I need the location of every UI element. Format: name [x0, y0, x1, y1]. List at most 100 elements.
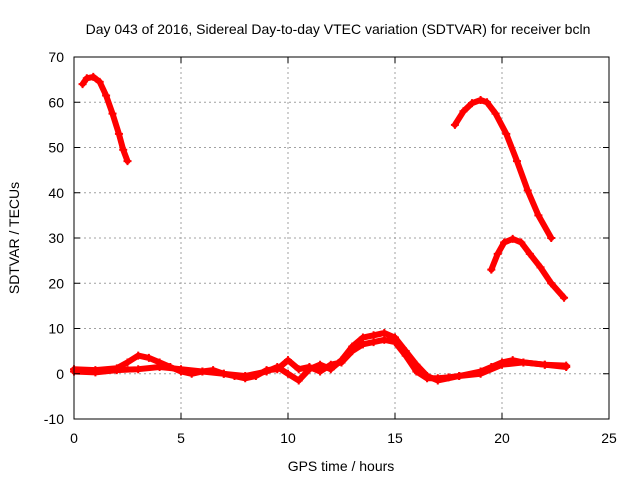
data-point: [284, 356, 292, 365]
data-point: [562, 362, 571, 371]
x-tick-label: 20: [494, 430, 510, 446]
data-point: [123, 358, 132, 367]
data-point: [423, 374, 432, 383]
y-tick-label: 20: [48, 275, 64, 291]
data-point: [294, 376, 303, 385]
data-point: [198, 367, 207, 376]
data-point: [523, 186, 532, 195]
data-point: [209, 366, 218, 375]
data-point: [450, 120, 459, 129]
data-point: [230, 372, 239, 381]
data-point: [326, 360, 335, 369]
y-tick-label: 70: [48, 49, 64, 65]
data-point: [89, 72, 98, 81]
data-point: [547, 279, 556, 288]
data-point: [123, 157, 132, 166]
data-point: [444, 373, 453, 382]
data-point: [358, 340, 367, 349]
y-tick-label: 10: [48, 321, 64, 337]
data-point: [547, 234, 556, 242]
data-point: [502, 129, 511, 138]
data-point: [493, 249, 502, 258]
data-point: [487, 265, 496, 274]
x-axis-label: GPS time / hours: [288, 458, 395, 474]
x-tick-label: 25: [601, 430, 617, 446]
data-point: [95, 77, 104, 86]
data-point: [134, 365, 143, 374]
data-point: [412, 367, 421, 376]
data-point: [468, 99, 477, 108]
data-point: [82, 74, 91, 83]
data-point: [102, 91, 111, 100]
data-point: [369, 338, 378, 347]
data-point: [459, 107, 468, 116]
data-point: [519, 358, 528, 367]
data-point: [119, 145, 128, 154]
data-point: [294, 365, 303, 374]
data-point: [316, 367, 325, 376]
data-point: [476, 369, 485, 378]
data-point: [316, 360, 325, 369]
series-band-2: [70, 335, 571, 383]
data-point: [241, 374, 250, 383]
series-layer: [70, 72, 571, 385]
data-point: [517, 238, 526, 247]
tick-labels: 0 5 10 15 20 25 -10 0 10 20 30 40 50 60 70: [44, 49, 617, 446]
data-point: [560, 293, 569, 302]
y-axis-label: SDTVAR / TECUs: [6, 182, 22, 294]
data-point: [305, 362, 314, 371]
series-arc-a: [78, 72, 132, 166]
data-point: [536, 263, 545, 272]
data-point: [284, 369, 292, 378]
y-tick-label: 0: [56, 366, 64, 382]
data-point: [348, 347, 357, 356]
data-point: [433, 374, 442, 383]
data-point: [498, 360, 506, 369]
series-arc-c: [487, 234, 569, 302]
x-tick-label: 10: [280, 430, 296, 446]
data-point: [358, 333, 367, 342]
data-point: [455, 372, 464, 381]
data-point: [337, 358, 346, 367]
grid-lines: [74, 57, 609, 419]
data-point: [512, 157, 521, 166]
data-point: [380, 335, 389, 344]
y-tick-label: 60: [48, 94, 64, 110]
x-tick-label: 15: [387, 430, 403, 446]
data-point: [251, 372, 260, 381]
data-point: [112, 366, 121, 375]
data-point: [177, 365, 185, 374]
data-point: [401, 351, 410, 360]
data-point: [483, 98, 492, 107]
data-point: [476, 95, 485, 104]
data-point: [219, 369, 228, 378]
data-point: [114, 129, 123, 138]
data-point: [273, 365, 282, 374]
y-tick-label: 50: [48, 140, 64, 156]
y-tick-label: -10: [44, 411, 64, 427]
x-tick-label: 0: [70, 430, 78, 446]
data-point: [391, 338, 399, 347]
y-tick-label: 40: [48, 185, 64, 201]
series-arc-b: [450, 95, 556, 242]
data-point: [380, 329, 389, 338]
data-point: [540, 360, 549, 369]
data-point: [262, 366, 271, 375]
data-point: [508, 234, 517, 243]
data-point: [91, 368, 100, 377]
data-point: [144, 353, 153, 362]
data-point: [500, 238, 509, 247]
data-point: [155, 362, 164, 371]
x-tick-label: 5: [177, 430, 185, 446]
chart-title: Day 043 of 2016, Sidereal Day-to-day VTE…: [86, 21, 591, 37]
data-point: [134, 351, 143, 360]
data-point: [534, 211, 543, 220]
data-point: [491, 109, 500, 118]
data-point: [78, 80, 87, 89]
data-point: [108, 109, 117, 118]
data-point: [525, 249, 534, 258]
y-tick-label: 30: [48, 230, 64, 246]
data-point: [369, 331, 378, 340]
